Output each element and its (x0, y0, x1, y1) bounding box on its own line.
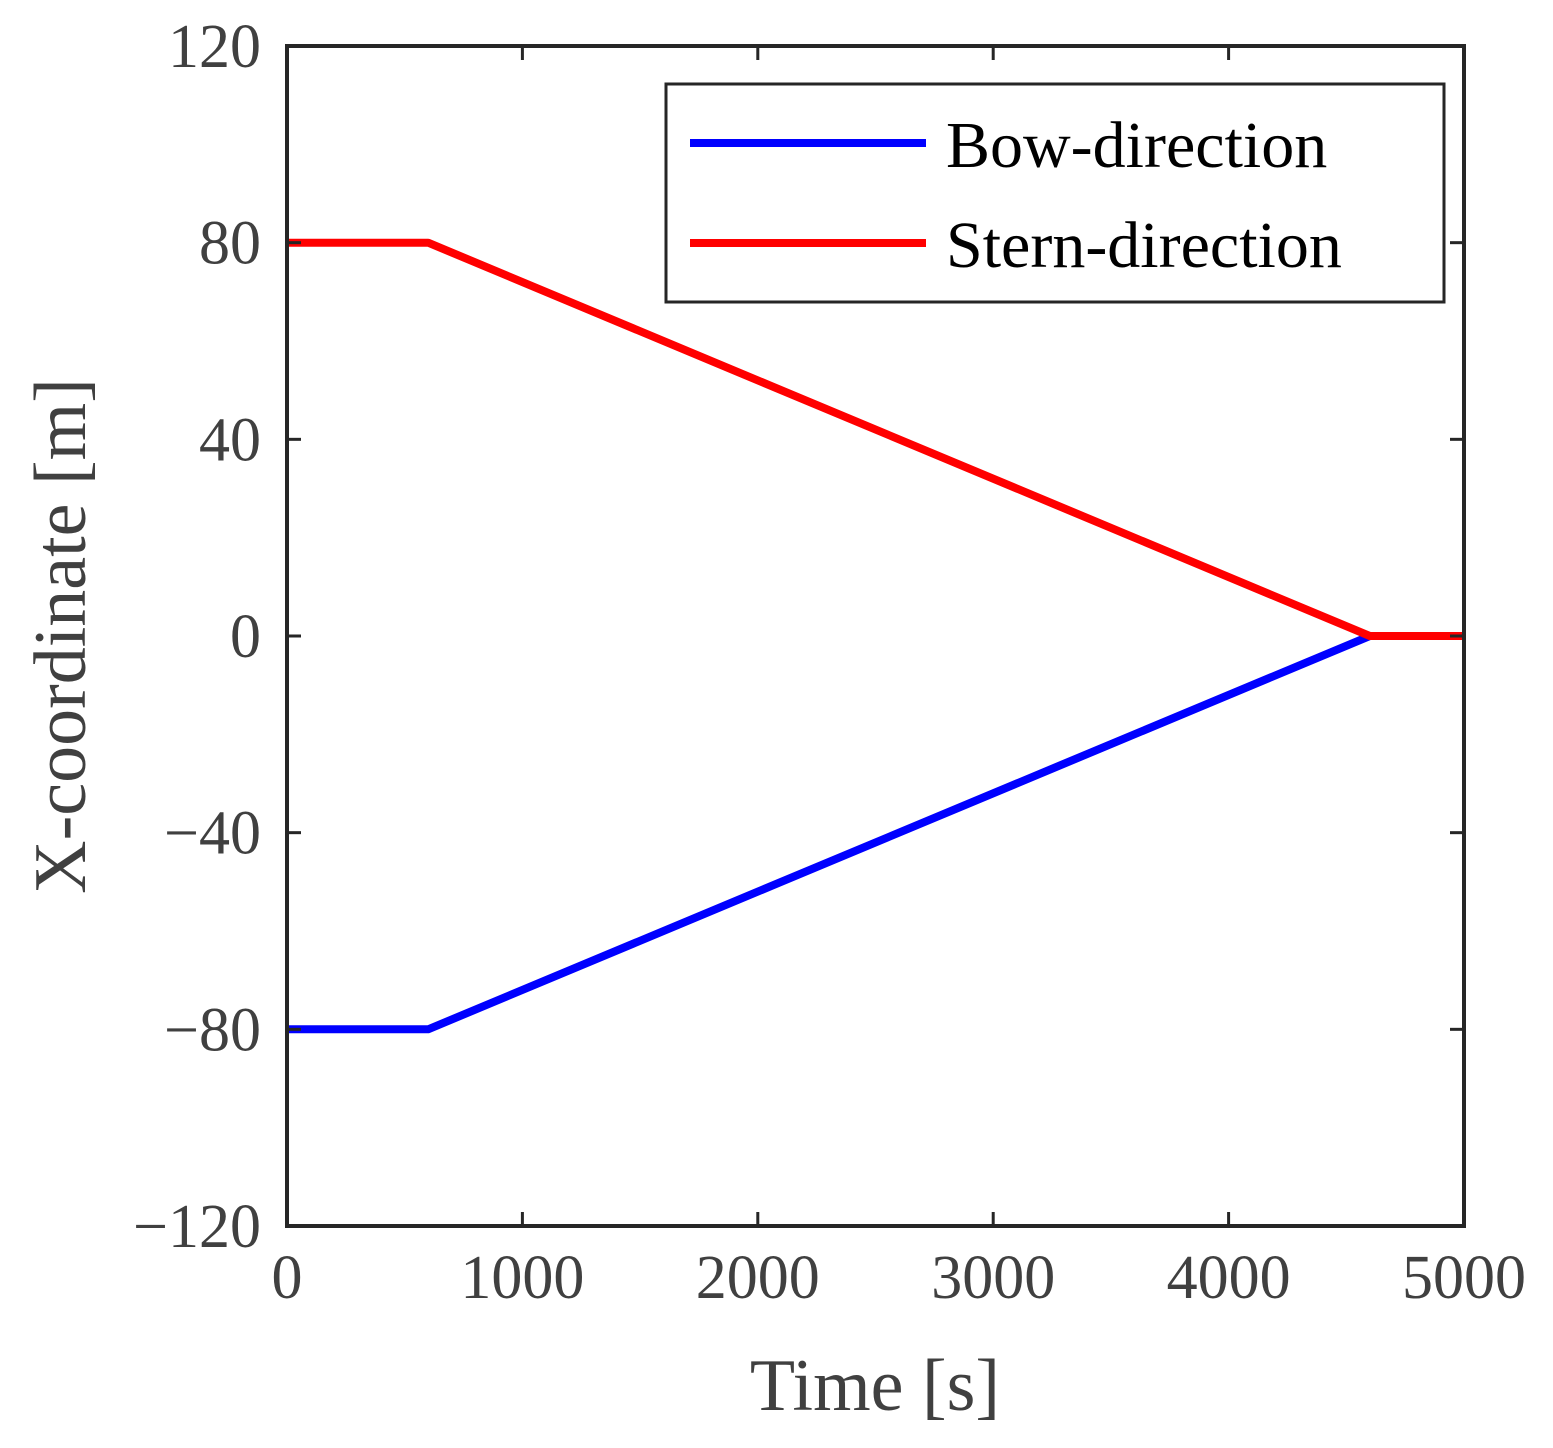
legend: Bow-direction Stern-direction (664, 82, 1446, 304)
legend-label-bow: Bow-direction (946, 109, 1327, 182)
x-tick-label: 4000 (1167, 1244, 1291, 1312)
legend-box (664, 82, 1446, 304)
y-tick-label: 40 (199, 406, 261, 474)
x-tick-label: 5000 (1402, 1244, 1526, 1312)
series-line-stern-direction (287, 238, 1464, 640)
y-tick-label: 80 (199, 210, 261, 278)
x-axis-title: Time [s] (750, 1345, 1000, 1427)
y-tick-label: −40 (164, 800, 261, 868)
y-tick-label: −80 (164, 996, 261, 1064)
x-tick-label: 1000 (460, 1244, 584, 1312)
series-layer (287, 238, 1464, 1034)
x-tick-label: 0 (272, 1244, 303, 1312)
legend-label-stern: Stern-direction (946, 209, 1342, 282)
y-tick-label: 0 (230, 603, 261, 671)
y-axis-title: X-coordinate [m] (20, 378, 102, 894)
y-tick-label: −120 (133, 1193, 261, 1261)
axes-box (285, 44, 1466, 1228)
y-tick-label: 120 (168, 13, 261, 81)
ticks-layer: 0 1000 2000 3000 4000 5000 −120 −80 −40 0 40 80 120 (133, 13, 1526, 1312)
x-tick-label: 2000 (696, 1244, 820, 1312)
x-tick-label: 3000 (931, 1244, 1055, 1312)
